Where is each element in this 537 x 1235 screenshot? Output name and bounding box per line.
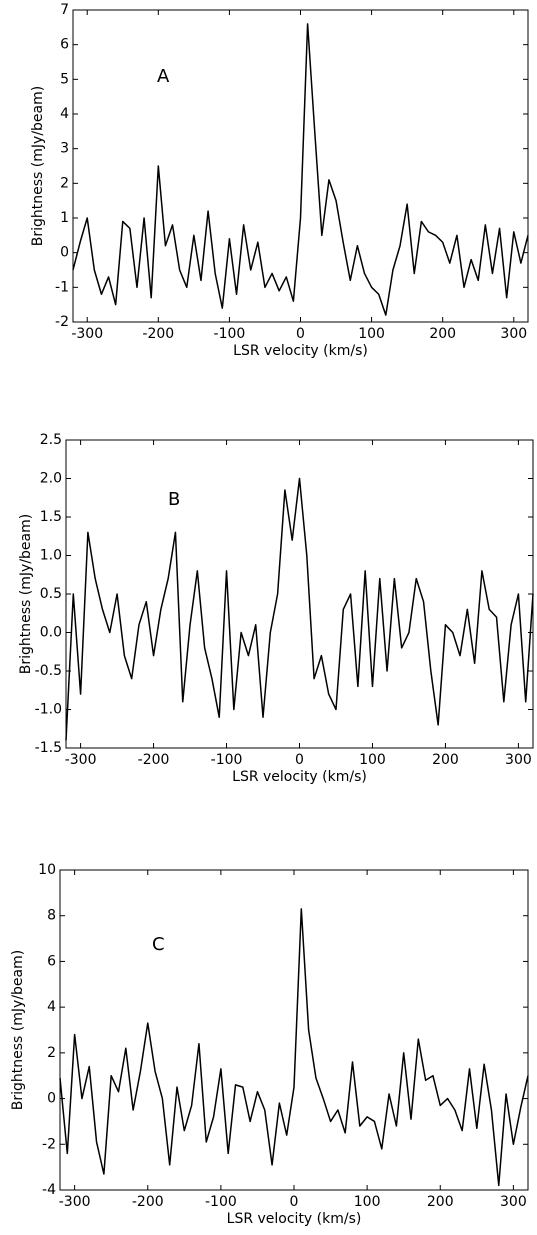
- annotation: A: [157, 66, 170, 87]
- x-axis-label: LSR velocity (km/s): [233, 343, 368, 359]
- y-tick-label: -4: [42, 1182, 56, 1198]
- y-tick-label: -1.5: [35, 740, 62, 756]
- x-tick-label: -100: [211, 752, 243, 768]
- y-tick-label: 2.5: [40, 432, 62, 448]
- y-axis-label: Brightness (mJy/beam): [10, 950, 26, 1110]
- chart-panel: -1.5 -1.0 -0.5 0.0 0.5 1.0 1.5 2.0 2.5 -300 -200 -1…: [18, 432, 534, 785]
- y-tick-label: 0.5: [40, 586, 62, 602]
- y-tick-label: 1: [60, 210, 69, 226]
- x-tick-label: -100: [214, 326, 246, 342]
- y-tick-label: 0: [47, 1091, 56, 1107]
- y-tick-label: -1.0: [35, 702, 62, 718]
- y-tick-label: 4: [60, 106, 69, 122]
- x-axis-label: LSR velocity (km/s): [227, 1211, 362, 1227]
- x-tick-label: -200: [132, 1194, 164, 1210]
- x-tick-label: -200: [142, 326, 174, 342]
- x-tick-label: 0: [295, 752, 304, 768]
- y-tick-label: 6: [60, 37, 69, 53]
- y-tick-label: 2.0: [40, 471, 62, 487]
- y-tick-label: 2: [60, 175, 69, 191]
- x-tick-label: 300: [500, 326, 527, 342]
- x-tick-label: -300: [71, 326, 103, 342]
- plot-frame: [59, 869, 529, 1191]
- x-tick-label: -200: [138, 752, 170, 768]
- y-tick-label: 1.0: [40, 548, 62, 564]
- y-axis-label: Brightness (mJy/beam): [30, 86, 46, 246]
- y-tick-label: 6: [47, 953, 56, 969]
- x-tick-label: 100: [359, 752, 386, 768]
- y-tick-label: 0: [60, 245, 69, 261]
- spectrum-line: [72, 23, 529, 316]
- y-tick-label: 7: [60, 2, 69, 18]
- x-tick-label: 0: [296, 326, 305, 342]
- y-tick-label: 1.5: [40, 509, 62, 525]
- x-tick-label: 100: [358, 326, 385, 342]
- annotation: B: [168, 489, 180, 510]
- chart-panel: -2 -1 0 1 2 3 4 5 6 7 -300 -200 -100 0 100 200 300 LSR ve…: [30, 2, 529, 359]
- x-axis-label: LSR velocity (km/s): [232, 769, 367, 785]
- y-tick-label: 10: [38, 862, 56, 878]
- x-tick-label: 100: [354, 1194, 381, 1210]
- y-tick-label: 2: [47, 1045, 56, 1061]
- y-tick-label: 5: [60, 71, 69, 87]
- x-tick-label: -300: [59, 1194, 91, 1210]
- spectrum-line: [65, 477, 534, 741]
- y-tick-label: -1: [55, 279, 69, 295]
- y-tick-label: -0.5: [35, 663, 62, 679]
- plot-frame: [72, 9, 529, 323]
- x-tick-label: 300: [505, 752, 532, 768]
- chart-panel: -4 -2 0 2 4 6 8 10 -300 -200 -100 0 100 200 300 LSR vel…: [10, 862, 529, 1227]
- y-tick-label: 4: [47, 999, 56, 1015]
- x-tick-label: -300: [65, 752, 97, 768]
- y-tick-label: 8: [47, 908, 56, 924]
- x-tick-label: 300: [500, 1194, 527, 1210]
- x-tick-label: 200: [429, 326, 456, 342]
- y-tick-label: -2: [42, 1136, 56, 1152]
- x-tick-label: 200: [427, 1194, 454, 1210]
- y-tick-label: -2: [55, 314, 69, 330]
- annotation: C: [152, 934, 165, 955]
- y-tick-label: 3: [60, 141, 69, 157]
- y-axis-label: Brightness (mJy/beam): [18, 514, 34, 674]
- x-tick-label: 0: [290, 1194, 299, 1210]
- spectrum-line: [59, 908, 529, 1187]
- y-tick-label: 0.0: [40, 625, 62, 641]
- x-tick-label: 200: [432, 752, 459, 768]
- x-tick-label: -100: [205, 1194, 237, 1210]
